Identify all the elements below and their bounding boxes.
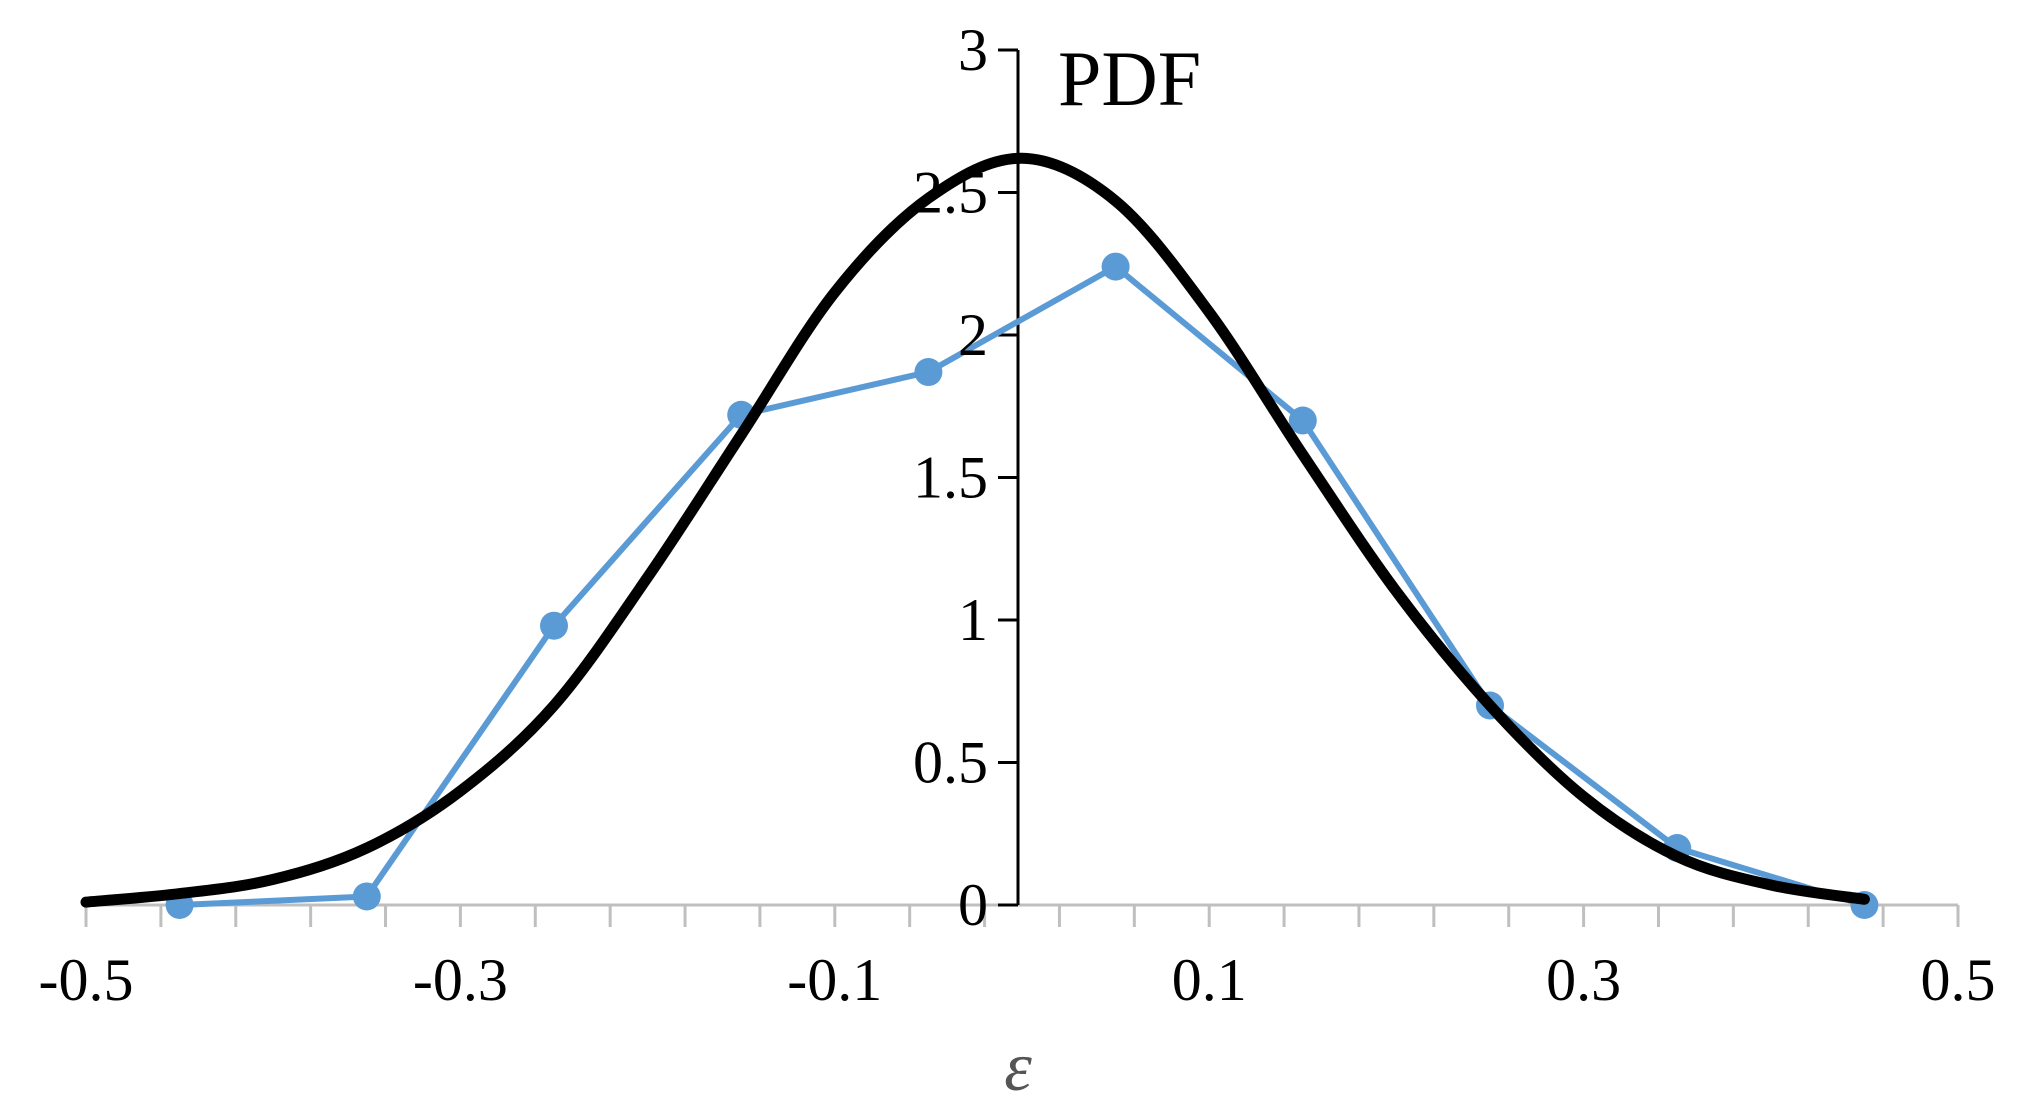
x-tick-label-0: -0.5 bbox=[39, 947, 134, 1013]
series-1-point-1 bbox=[352, 882, 381, 911]
x-tick-label-4: 0.3 bbox=[1546, 947, 1621, 1013]
y-tick-label-3: 1.5 bbox=[913, 445, 988, 511]
series-1-line bbox=[179, 263, 1866, 908]
labels-layer: -0.5 -0.3 -0.1 0.1 0.3 0.5 0 0.5 1 1.5 2 2.5 3 PDF ε bbox=[39, 17, 1996, 1106]
x-axis-label: ε bbox=[1004, 1029, 1032, 1106]
series-1-point-4 bbox=[914, 358, 943, 387]
series-1-point-6 bbox=[1288, 406, 1317, 435]
y-tick-label-1: 0.5 bbox=[913, 730, 988, 796]
y-tick-label-0: 0 bbox=[958, 872, 988, 938]
x-tick-label-2: -0.1 bbox=[787, 947, 882, 1013]
x-tick-label-5: 0.5 bbox=[1921, 947, 1996, 1013]
series-1-point-2 bbox=[540, 611, 568, 640]
x-tick-label-3: 0.1 bbox=[1172, 947, 1247, 1013]
y-tick-label-6: 3 bbox=[958, 17, 988, 83]
series-layer bbox=[80, 152, 1879, 919]
series-2-curve bbox=[80, 152, 1870, 908]
series-1-point-5 bbox=[1101, 252, 1130, 281]
axes-layer bbox=[84, 48, 1960, 927]
y-tick-label-2: 1 bbox=[958, 587, 988, 653]
y-tick-label-4: 2 bbox=[958, 302, 988, 368]
y-tick-label-5: 2.5 bbox=[913, 160, 988, 226]
y-axis-label: PDF bbox=[1058, 35, 1201, 122]
x-tick-label-1: -0.3 bbox=[413, 947, 508, 1013]
